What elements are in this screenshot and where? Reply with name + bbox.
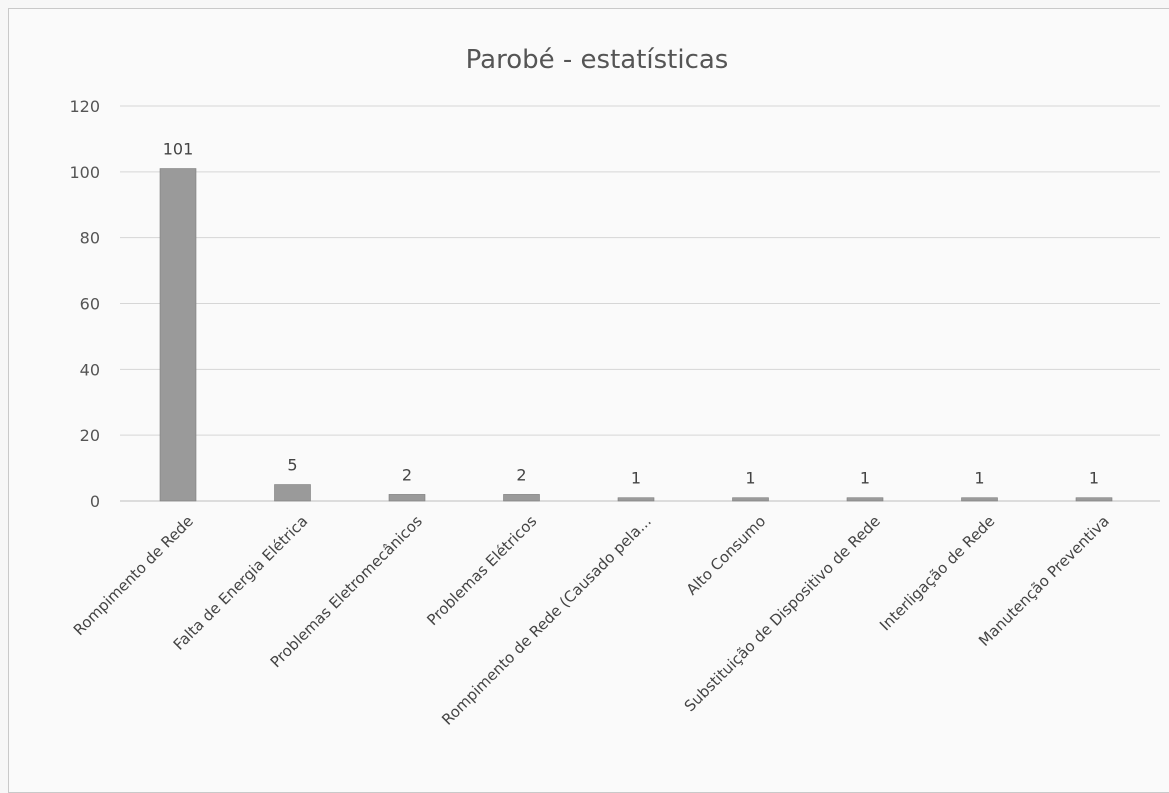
y-axis-ticks: 0 20 40 60 80 100 120 [69, 97, 100, 511]
data-label: 5 [287, 456, 297, 475]
bars [159, 168, 1113, 502]
bar [961, 497, 998, 502]
y-tick-label: 40 [80, 360, 100, 379]
data-label: 101 [163, 140, 194, 159]
data-label: 1 [974, 469, 984, 488]
data-label: 1 [631, 469, 641, 488]
data-labels: 101 5 2 2 1 1 1 1 1 [163, 140, 1099, 488]
category-label: Interligação de Rede [876, 512, 998, 634]
y-tick-label: 0 [90, 492, 100, 511]
y-tick-label: 20 [80, 426, 100, 445]
bar [617, 497, 655, 502]
gridlines [120, 105, 1160, 502]
category-label: Rompimento de Rede (Causado pela... [438, 512, 655, 729]
y-tick-label: 120 [69, 97, 100, 116]
data-label: 1 [860, 469, 870, 488]
category-label: Problemas Elétricos [423, 512, 540, 629]
bar [388, 494, 426, 502]
bar [274, 484, 311, 502]
category-label: Manutenção Preventiva [975, 512, 1113, 650]
chart-frame [8, 8, 1169, 793]
data-label: 1 [745, 469, 755, 488]
bar [732, 497, 769, 502]
y-tick-label: 100 [69, 163, 100, 182]
category-label: Substituição de Dispositivo de Rede [681, 512, 884, 715]
y-tick-label: 80 [80, 229, 100, 248]
category-label: Falta de Energia Elétrica [170, 512, 312, 654]
bar [503, 494, 540, 502]
category-label: Alto Consumo [683, 512, 770, 599]
bar [159, 168, 197, 502]
y-tick-label: 60 [80, 295, 100, 314]
data-label: 2 [402, 465, 412, 484]
category-label: Rompimento de Rede [70, 512, 197, 639]
bar [1075, 497, 1113, 502]
chart-title: Parobé - estatísticas [466, 45, 729, 75]
bar [846, 497, 884, 502]
data-label: 2 [516, 465, 526, 484]
data-label: 1 [1089, 469, 1099, 488]
